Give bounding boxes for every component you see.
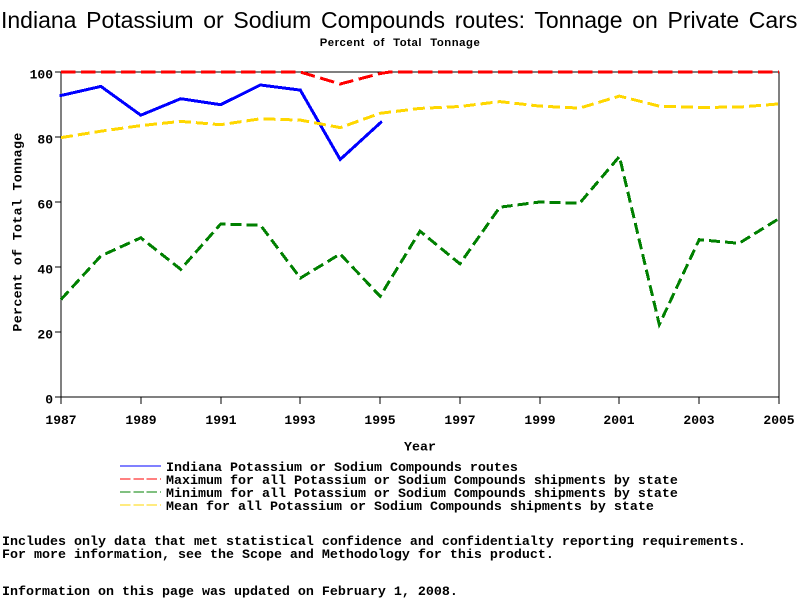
svg-text:100: 100 — [30, 68, 54, 83]
svg-text:60: 60 — [37, 198, 53, 213]
svg-text:2003: 2003 — [683, 413, 714, 428]
svg-text:2001: 2001 — [603, 413, 634, 428]
svg-text:1999: 1999 — [524, 413, 555, 428]
svg-text:1991: 1991 — [205, 413, 236, 428]
svg-text:1987: 1987 — [45, 413, 76, 428]
svg-text:80: 80 — [37, 133, 53, 148]
svg-text:1993: 1993 — [284, 413, 315, 428]
svg-text:Year: Year — [404, 441, 436, 456]
svg-text:2005: 2005 — [763, 413, 794, 428]
svg-text:40: 40 — [37, 263, 53, 278]
svg-text:1997: 1997 — [444, 413, 475, 428]
svg-text:1995: 1995 — [364, 413, 395, 428]
svg-text:0: 0 — [45, 393, 53, 408]
svg-text:Percent of Total Tonnage: Percent of Total Tonnage — [12, 132, 27, 331]
svg-text:1989: 1989 — [125, 413, 156, 428]
svg-text:20: 20 — [37, 328, 53, 343]
